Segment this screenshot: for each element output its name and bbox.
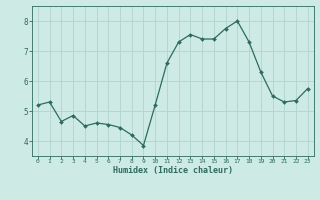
- X-axis label: Humidex (Indice chaleur): Humidex (Indice chaleur): [113, 166, 233, 175]
